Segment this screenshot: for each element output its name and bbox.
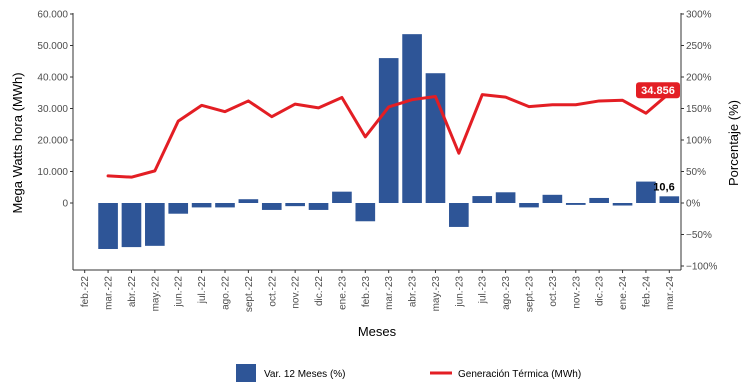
right-tick-label: 150% [686,104,712,115]
right-tick-label: 300% [686,10,712,21]
bar [145,203,165,246]
bar [332,191,352,203]
x-tick-label: sept.-23 [525,276,536,313]
x-tick-label: abr.-22 [127,276,138,308]
axes: 0 10.000 20.000 30.000 40.000 50.000 60.000 −10… [10,10,741,340]
right-axis-title: Porcentaje (%) [726,100,741,186]
bar [308,203,329,210]
x-tick-label: feb.-22 [80,276,91,308]
right-tick-label: 100% [686,136,712,147]
x-tick-label: mar.-24 [665,276,676,310]
x-tick-label: jun.-23 [454,276,465,308]
x-tick-label: jul.-22 [197,276,208,305]
x-tick-label: feb.-23 [361,276,372,308]
bar [378,58,399,203]
x-tick-label: oct.-22 [267,276,278,307]
right-tick-label: 50% [686,167,706,178]
legend: Var. 12 Meses (%) Generación Térmica (MWh… [236,364,581,382]
bar [519,203,539,208]
left-tick-label: 50.000 [37,41,68,52]
left-tick-label: 60.000 [37,10,68,21]
x-tick-label: may.-23 [431,276,442,312]
legend-bar-label: Var. 12 Meses (%) [264,369,346,380]
left-tick-label: 0 [62,199,68,210]
x-tick-label: ago.-22 [221,276,232,310]
left-tick-label: 20.000 [37,136,68,147]
bar [98,203,118,249]
right-tick-label: −50% [686,230,712,241]
x-tick-label: oct.-23 [548,276,559,307]
bar [495,192,516,203]
x-axis-title: Meses [358,324,397,339]
bar [355,203,376,222]
left-tick-label: 30.000 [37,104,68,115]
x-tick-label: mar.-22 [104,276,115,310]
bar [565,203,586,205]
bar [472,196,493,203]
bar [191,203,212,208]
right-tick-label: 0% [686,199,701,210]
x-tick-label: abr.-23 [408,276,419,308]
last-line-value-badge [636,82,680,99]
bar [261,203,282,210]
bar [449,203,469,227]
x-tick-label: nov.-23 [571,276,582,309]
x-tick-label: jun.-22 [174,276,185,308]
line-series [106,91,671,179]
last-line-value-label: 34.856 [641,85,675,97]
bar [425,73,446,203]
x-tick-label: ene.-24 [618,276,629,310]
left-tick-label: 40.000 [37,73,68,84]
x-tick-label: dic.-22 [314,276,325,306]
bar [168,203,189,214]
x-tick-label: feb.-24 [641,276,652,308]
bar [285,203,305,207]
legend-line-label: Generación Térmica (MWh) [458,369,581,380]
legend-bar-swatch [236,364,256,382]
bar [121,203,142,248]
right-tick-label: 250% [686,41,712,52]
x-tick-label: may.-22 [150,276,161,312]
bar [612,203,633,206]
bar-series [98,34,680,249]
x-tick-label: dic.-23 [595,276,606,306]
bar [659,196,680,203]
x-tick-label: ene.-23 [337,276,348,310]
x-tick-label: nov.-22 [291,276,302,309]
right-tick-label: −100% [686,262,718,273]
left-axis-title: Mega Watts hora (MWh) [10,72,25,213]
x-tick-label: jul.-23 [478,276,489,305]
bar [402,34,422,203]
bar [215,203,235,208]
bar [238,199,259,203]
x-tick-label: mar.-23 [384,276,395,310]
left-tick-label: 10.000 [37,167,68,178]
last-bar-value-label: 10,6 [653,181,674,193]
x-tick-label: ago.-23 [501,276,512,310]
bar [542,194,563,203]
bar [589,197,609,203]
x-tick-label: sept.-22 [244,276,255,313]
right-tick-label: 200% [686,73,712,84]
annotations: 10,6 34.856 [636,82,680,193]
bar [636,181,656,203]
